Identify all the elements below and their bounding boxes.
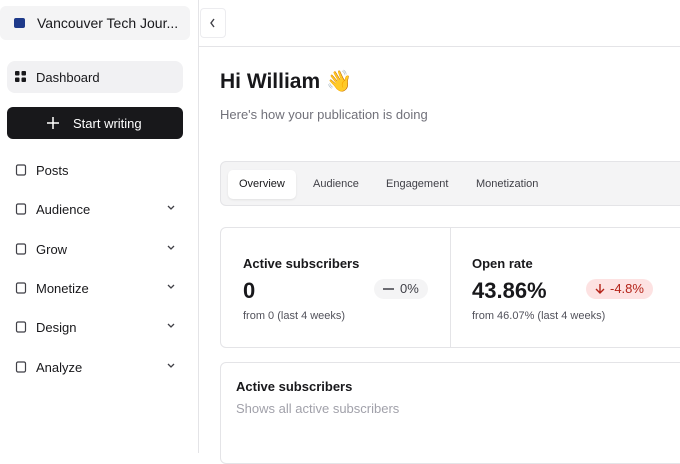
nav-item[interactable]: Audience bbox=[7, 193, 183, 225]
nav-label: Dashboard bbox=[36, 70, 100, 85]
stats-card: Active subscribers 0 0% from 0 (last 4 week… bbox=[220, 227, 680, 348]
nav-item-label: Design bbox=[36, 320, 77, 335]
sidebar: Vancouver Tech Jour... Dashboard Start w… bbox=[0, 0, 199, 453]
button-label: Start writing bbox=[73, 116, 142, 131]
workspace-switcher[interactable]: Vancouver Tech Jour... bbox=[0, 6, 190, 40]
stat-change: -4.8% bbox=[586, 279, 653, 299]
stat-change-label: 0% bbox=[400, 281, 419, 296]
stat-footnote-label: from 0 (last 4 weeks) bbox=[243, 310, 346, 322]
nav-item-label: Posts bbox=[36, 163, 69, 178]
tab[interactable]: Overview bbox=[228, 170, 296, 199]
nav-item-label: Analyze bbox=[36, 360, 83, 375]
stat-value: 43.86% bbox=[472, 278, 547, 304]
stat-label-label: Active subscribers bbox=[243, 256, 360, 271]
stat-label-label: Open rate bbox=[472, 256, 533, 271]
nav-item-label: Grow bbox=[36, 242, 68, 257]
tab-label: Overview bbox=[239, 178, 285, 190]
nav-item[interactable]: Design bbox=[7, 311, 183, 343]
start-writing-button[interactable]: Start writing bbox=[7, 107, 183, 139]
tab-bar: Overview Audience Engagement Monetization bbox=[220, 161, 680, 206]
stat-change-label: -4.8% bbox=[610, 281, 644, 296]
greeting: Hi William 👋 bbox=[220, 70, 353, 93]
collapse-sidebar[interactable] bbox=[200, 8, 226, 38]
nav-item-label: Audience bbox=[36, 202, 91, 217]
tab[interactable]: Engagement bbox=[375, 170, 459, 199]
subtitle: Here's how your publication is doing bbox=[220, 107, 428, 122]
stats-divider bbox=[450, 228, 451, 347]
stat-change: 0% bbox=[374, 279, 428, 299]
panel-subtitle: Shows all active subscribers bbox=[236, 401, 400, 416]
chart-panel: Active subscribers Shows all active subs… bbox=[220, 362, 680, 464]
tab-label: Monetization bbox=[476, 178, 539, 190]
stat-label: Open rate bbox=[472, 256, 533, 271]
tab-label: Engagement bbox=[386, 178, 449, 190]
nav-dashboard[interactable]: Dashboard bbox=[7, 61, 183, 93]
nav-item[interactable]: Posts bbox=[7, 154, 183, 186]
nav-item[interactable]: Analyze bbox=[7, 351, 183, 383]
stat-footnote-label: from 46.07% (last 4 weeks) bbox=[472, 310, 606, 322]
stat-footnote: from 46.07% (last 4 weeks) bbox=[472, 310, 605, 322]
nav-item-label: Monetize bbox=[36, 281, 89, 296]
nav-item[interactable]: Monetize bbox=[7, 272, 183, 304]
stat-value-label: 0 bbox=[243, 278, 256, 303]
tab-label: Audience bbox=[313, 178, 359, 190]
tab[interactable]: Monetization bbox=[465, 170, 549, 199]
stat-value: 0 bbox=[243, 278, 255, 304]
tab[interactable]: Audience bbox=[302, 170, 370, 199]
panel-title: Active subscribers bbox=[236, 379, 353, 394]
header-divider bbox=[199, 46, 680, 47]
stat-value-label: 43.86% bbox=[472, 278, 547, 303]
stat-footnote: from 0 (last 4 weeks) bbox=[243, 310, 345, 322]
stat-label: Active subscribers bbox=[243, 256, 359, 271]
nav-item[interactable]: Grow bbox=[7, 233, 183, 265]
workspace-name: Vancouver Tech Jour... bbox=[37, 15, 179, 31]
